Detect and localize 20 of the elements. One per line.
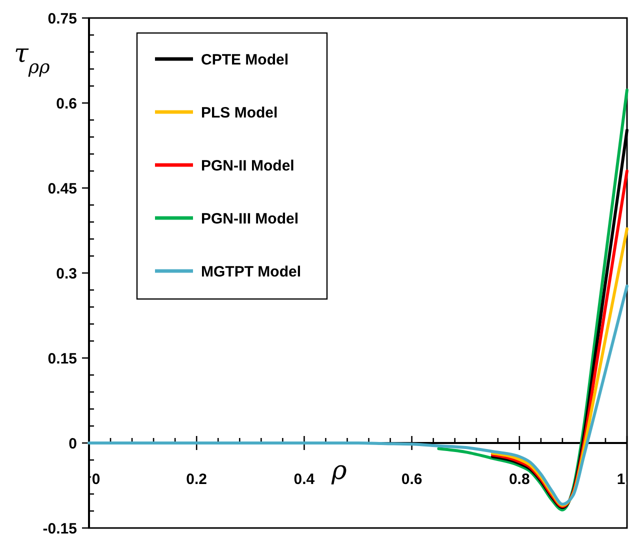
y-tick-label: -0.15: [42, 520, 77, 538]
x-tick-label: 0.8: [508, 471, 530, 488]
x-tick-label: 0.2: [186, 471, 208, 488]
legend-label: PGN-III Model: [201, 210, 298, 228]
x-tick-label: 1: [616, 471, 626, 488]
x-tick-label: 0: [92, 471, 100, 488]
y-tick-label: 0.75: [48, 10, 77, 28]
y-tick-label: 0.6: [56, 95, 77, 112]
legend-label: PLS Model: [201, 104, 278, 122]
y-tick-label: 0.3: [56, 265, 77, 282]
y-tick-label: 0: [68, 435, 77, 452]
y-axis-title: τ$_{ρρ}$: [14, 39, 50, 78]
y-tick-label: 0.15: [48, 350, 77, 368]
x-axis-title: ρ: [330, 456, 348, 486]
x-tick-label: 0.6: [401, 471, 422, 488]
legend-label: CPTE Model: [201, 51, 289, 68]
legend-label: MGTPT Model: [201, 263, 301, 280]
y-tick-label: 0.45: [48, 180, 77, 198]
legend-label: PGN-II Model: [201, 157, 294, 174]
x-tick-label: 0.4: [294, 471, 316, 488]
